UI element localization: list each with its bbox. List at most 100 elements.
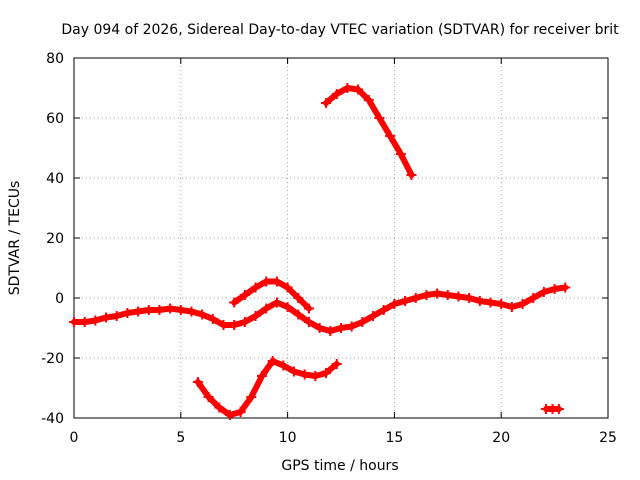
data-point [331, 89, 342, 99]
data-point [250, 311, 261, 321]
data-point [553, 404, 564, 414]
data-point [432, 288, 443, 299]
series-high-arc [321, 83, 417, 180]
data-point [506, 302, 517, 312]
data-point [331, 359, 342, 369]
data-point [389, 299, 400, 309]
x-tick-label: 15 [385, 430, 403, 446]
series-late-segment [541, 404, 564, 414]
data-point [261, 276, 272, 287]
series-upper-arc-mid [229, 276, 314, 314]
data-point [549, 284, 560, 294]
data-point [122, 308, 133, 318]
data-point [395, 149, 406, 159]
data-point [336, 323, 346, 333]
data-point [154, 305, 165, 315]
data-point [325, 326, 336, 336]
data-point [175, 305, 186, 315]
series-baseline [69, 282, 571, 336]
data-point [400, 296, 411, 306]
data-point [218, 320, 229, 330]
grid [74, 58, 608, 418]
data-point [239, 290, 250, 300]
series-trace [231, 278, 312, 312]
data-point [357, 317, 368, 327]
data-point [560, 282, 571, 293]
data-point [496, 299, 507, 309]
data-series [69, 83, 571, 420]
y-tick-label: 60 [46, 111, 64, 127]
y-tick-label: -40 [41, 411, 64, 427]
data-point [342, 83, 353, 93]
data-point [363, 95, 374, 105]
data-point [406, 170, 417, 180]
data-point [229, 297, 240, 308]
data-point [464, 293, 475, 303]
data-point [246, 392, 257, 402]
data-point [186, 306, 197, 317]
data-point [256, 371, 267, 381]
data-point [353, 84, 364, 95]
data-point [278, 360, 289, 371]
data-point [165, 303, 176, 314]
data-point [293, 293, 304, 303]
data-point [235, 407, 246, 417]
data-point [374, 113, 385, 123]
data-point [321, 368, 332, 378]
series-low-arc [192, 356, 342, 420]
data-point [538, 287, 549, 297]
x-tick-label: 5 [176, 430, 185, 446]
data-point [528, 293, 539, 303]
data-point [69, 317, 79, 327]
data-point [303, 317, 314, 327]
y-tick-label: 80 [46, 51, 64, 67]
y-axis-label: SDTVAR / TECUs [7, 181, 23, 296]
data-point [239, 317, 250, 327]
data-point [214, 402, 225, 413]
data-point [267, 356, 278, 366]
axis-ticks: 0 5 10 15 20 25 -40 -20 0 20 40 60 80 [41, 51, 617, 446]
data-point [229, 320, 240, 330]
x-tick-label: 10 [279, 430, 297, 446]
data-point [368, 311, 379, 321]
data-point [442, 290, 453, 300]
data-point [282, 302, 293, 312]
data-point [282, 282, 293, 293]
data-point [346, 321, 357, 332]
data-point [111, 311, 122, 321]
data-point [310, 371, 321, 381]
data-point [79, 317, 90, 327]
y-tick-label: 20 [46, 231, 64, 247]
data-point [453, 291, 464, 302]
data-point [293, 309, 304, 320]
data-point [250, 282, 261, 293]
data-point [485, 297, 496, 308]
x-tick-label: 0 [70, 430, 79, 446]
y-tick-label: 0 [55, 291, 64, 307]
y-tick-label: -20 [41, 351, 64, 367]
data-point [271, 297, 282, 308]
data-point [303, 303, 314, 314]
data-point [197, 309, 208, 320]
data-point [203, 392, 214, 402]
data-point [207, 314, 218, 324]
x-tick-label: 20 [492, 430, 510, 446]
data-point [410, 293, 421, 303]
data-point [101, 312, 112, 323]
data-point [90, 315, 101, 326]
chart-title: Day 094 of 2026, Sidereal Day-to-day VTE… [61, 22, 619, 38]
x-tick-label: 25 [599, 430, 617, 446]
data-point [143, 305, 154, 315]
y-tick-label: 40 [46, 171, 64, 187]
x-axis-label: GPS time / hours [281, 458, 398, 474]
data-point [271, 276, 282, 287]
data-point [192, 377, 203, 387]
data-point [261, 303, 272, 314]
data-point [299, 369, 310, 380]
data-point [314, 323, 325, 333]
data-point [321, 98, 332, 108]
data-point [224, 410, 235, 420]
data-point [289, 366, 300, 377]
data-point [378, 305, 389, 315]
